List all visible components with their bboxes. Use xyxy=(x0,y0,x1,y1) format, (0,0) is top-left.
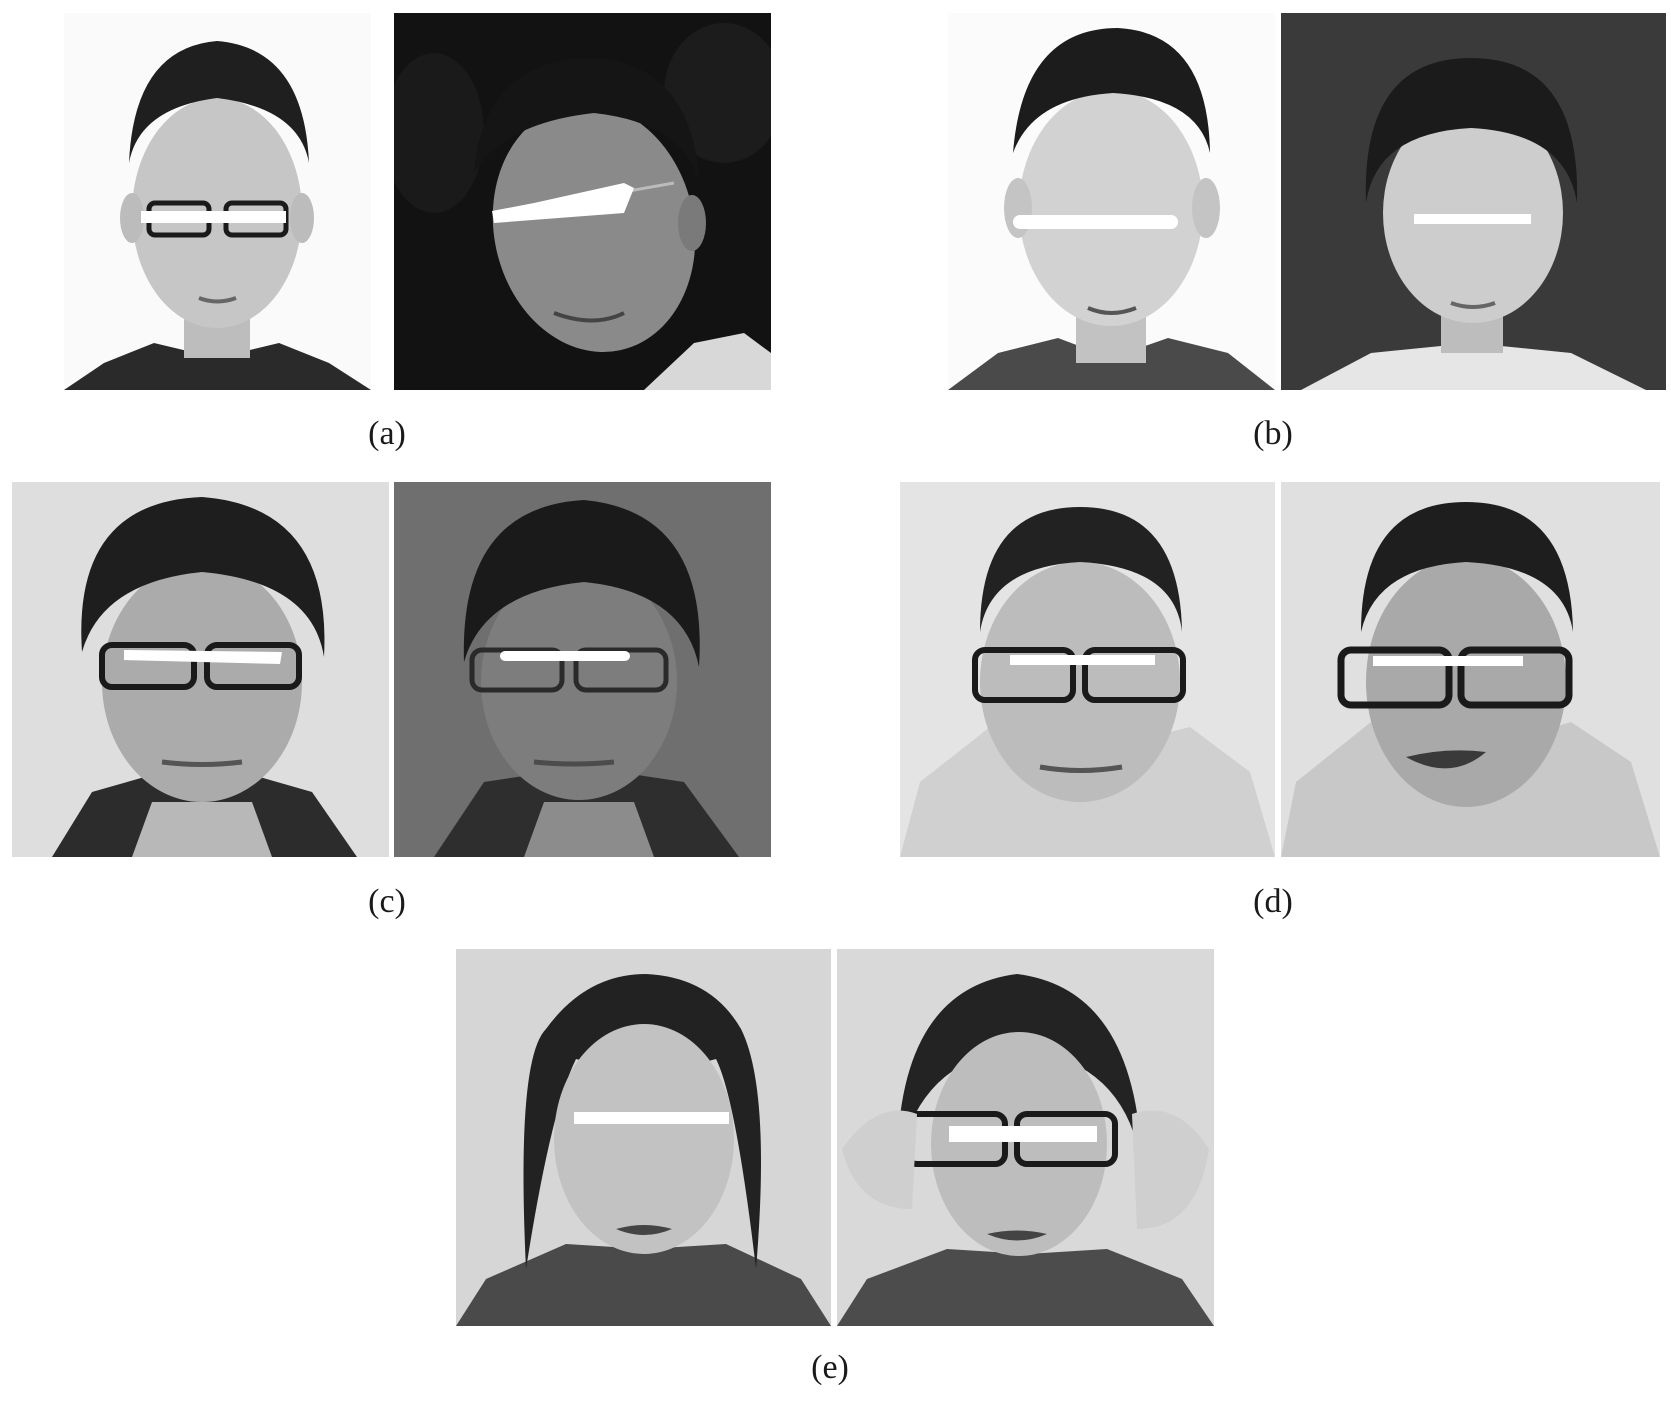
privacy-bar xyxy=(1373,656,1523,666)
photo-e-right xyxy=(837,949,1214,1326)
photo-a-right xyxy=(394,13,771,390)
privacy-bar xyxy=(574,1112,729,1124)
photo-b-left xyxy=(948,13,1275,390)
photo-e-left xyxy=(456,949,831,1326)
caption-a: (a) xyxy=(368,415,406,452)
photo-d-right xyxy=(1281,482,1660,857)
privacy-bar xyxy=(1010,655,1155,665)
photo-c-left xyxy=(12,482,389,857)
privacy-bar xyxy=(141,211,286,223)
privacy-bar xyxy=(500,651,630,661)
photo-a-left xyxy=(64,13,371,390)
photo-c-right xyxy=(394,482,771,857)
privacy-bar xyxy=(492,183,634,223)
caption-c: (c) xyxy=(368,883,406,920)
photo-b-right xyxy=(1281,13,1666,390)
caption-b: (b) xyxy=(1253,415,1293,452)
caption-d: (d) xyxy=(1253,883,1293,920)
privacy-bar xyxy=(949,1126,1097,1142)
caption-e: (e) xyxy=(811,1349,849,1386)
photo-d-left xyxy=(900,482,1275,857)
privacy-bar xyxy=(1013,215,1178,229)
privacy-bar xyxy=(124,650,282,664)
privacy-bar xyxy=(1414,214,1531,224)
